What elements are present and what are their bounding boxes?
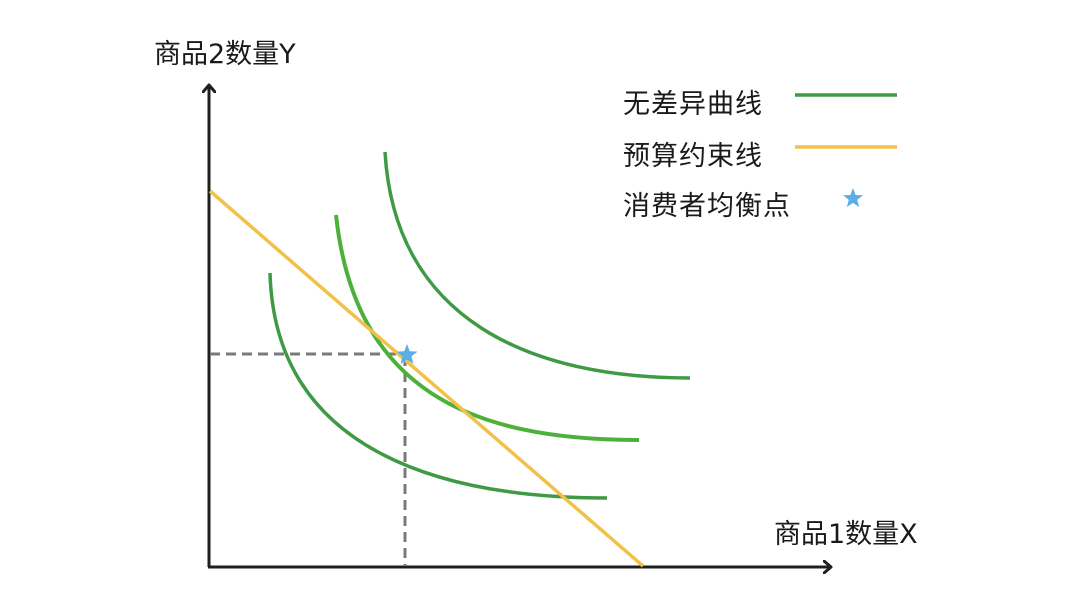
legend: 无差异曲线 预算约束线 消费者均衡点 — [623, 89, 897, 222]
legend-label-budget-line: 预算约束线 — [623, 141, 763, 172]
equilibrium-point-star — [396, 344, 418, 364]
indifference-curve-low — [268, 272, 608, 500]
legend-label-equilibrium: 消费者均衡点 — [623, 191, 791, 222]
legend-label-indifference-curve: 无差异曲线 — [623, 89, 763, 120]
indifference-curve-tangent — [334, 214, 640, 442]
indifference-curve-high — [383, 151, 691, 380]
y-axis-label: 商品2数量Y — [154, 39, 296, 70]
x-axis-label: 商品1数量X — [774, 519, 918, 550]
legend-star-icon — [843, 188, 863, 207]
budget-constraint-line — [208, 189, 645, 568]
